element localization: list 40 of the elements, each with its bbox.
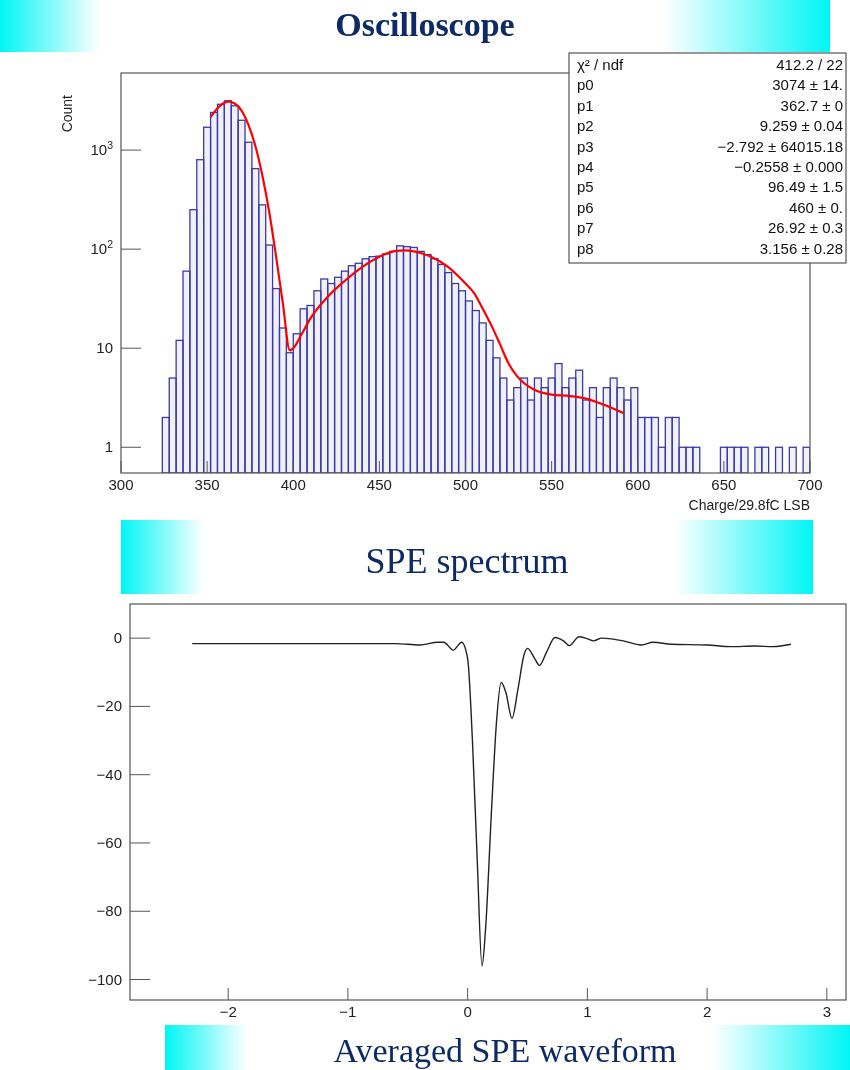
x-tick-label: 1 (583, 1003, 592, 1020)
text: χ² / ndf 412.2 / 22 (577, 56, 843, 73)
text: p2 9.259 ± 0.04 (577, 117, 843, 135)
x-tick-label: 2 (702, 1003, 712, 1020)
text: p6 460 ± 0. (577, 198, 843, 216)
y-axis-title: Count (59, 94, 75, 133)
x-tick-label: 350 (194, 476, 220, 493)
x-tick-label: 550 (539, 476, 565, 493)
x-tick-label: 3 (822, 1003, 832, 1020)
y-tick-label: −40 (96, 765, 122, 783)
text: p4 −0.2558 ± 0.000 (577, 158, 843, 175)
text: p8 3.156 ± 0.28 (577, 239, 843, 257)
y-tick-label: 0 (113, 629, 122, 647)
x-tick-label: 300 (108, 476, 134, 493)
x-tick-label: 600 (625, 476, 651, 493)
y-tick-label: 10$^{3}$ (90, 139, 114, 159)
text: p5 96.49 ± 1.5 (577, 178, 843, 196)
x-tick-label: 500 (452, 476, 479, 493)
x-tick-label: 0 (463, 1003, 472, 1020)
y-tick-label: −20 (96, 697, 122, 715)
text: Averaged SPE waveform (333, 1032, 677, 1069)
text: p7 26.92 ± 0.3 (577, 219, 843, 237)
text: p3 −2.792 ± 64015.18 (577, 137, 843, 155)
x-tick-label: 400 (280, 476, 306, 493)
y-tick-label: 10$^{2}$ (90, 238, 114, 258)
x-axis-title: Charge/29.8fC LSB (688, 497, 810, 513)
y-tick-label: −80 (96, 902, 122, 920)
text: p0 3074 ± 14. (577, 76, 843, 94)
x-tick-label: −2 (219, 1003, 237, 1020)
x-tick-label: 650 (711, 476, 737, 493)
y-tick-label: 10 (96, 339, 113, 357)
y-tick-label: −100 (88, 970, 122, 988)
x-tick-label: −1 (339, 1003, 357, 1020)
x-tick-label: 450 (366, 476, 392, 493)
x-tick-label: 700 (797, 476, 823, 493)
text: p1 362.7 ± 0 (577, 96, 843, 114)
text: SPE spectrum (365, 541, 569, 581)
y-tick-label: 1 (104, 438, 113, 456)
chart-title: Oscilloscope (335, 6, 515, 43)
y-tick-label: −60 (96, 833, 122, 851)
